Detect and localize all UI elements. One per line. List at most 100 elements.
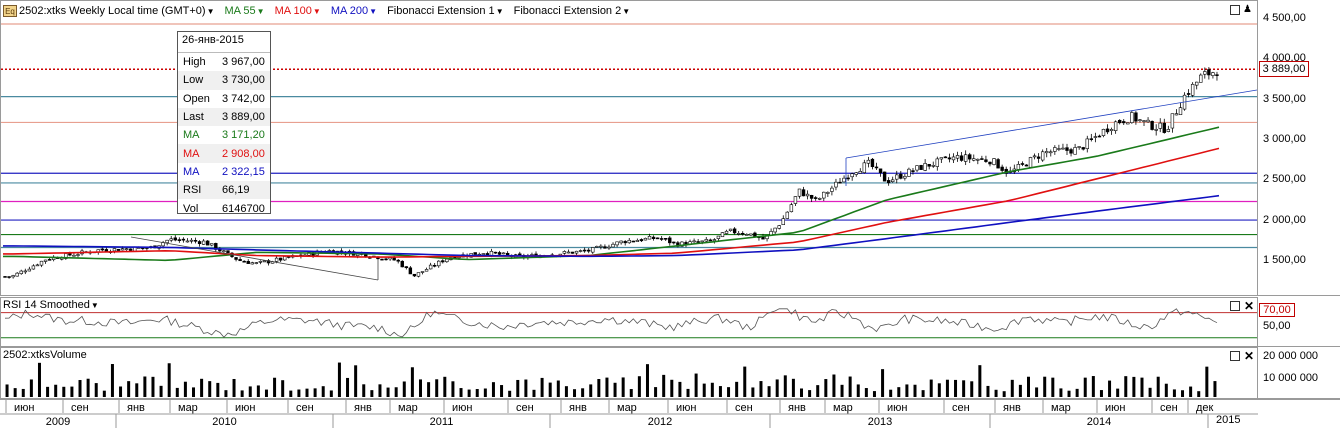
volume-bar [370, 390, 374, 397]
volume-chart-svg[interactable] [1, 348, 1257, 398]
person-icon[interactable]: ♟ [1243, 4, 1252, 15]
candle-body [1150, 120, 1154, 130]
fibonacci-trend-line [130, 236, 379, 281]
ma55-legend[interactable]: MA 55▼ [224, 5, 265, 17]
volume-pane[interactable]: 2502:xtksVolume ✕ [0, 347, 1258, 399]
last-price-tag: 3 889,00 [1259, 61, 1309, 77]
volume-bar [994, 389, 998, 397]
volume-bar [273, 377, 277, 397]
rsi-chart-svg[interactable] [1, 298, 1257, 346]
volume-bar [224, 390, 228, 397]
candle-body [672, 241, 676, 244]
volume-bar [848, 376, 852, 397]
volume-bar [743, 366, 747, 397]
candle-body [818, 198, 822, 200]
chevron-down-icon: ▼ [495, 7, 504, 16]
candle-body [11, 275, 15, 278]
candle-body [428, 264, 433, 270]
price-pane[interactable]: Eq 2502:xtks Weekly Local time (GMT+0) ▼ … [0, 0, 1258, 296]
ma200-line [3, 194, 1220, 258]
x-month-label: мар [833, 402, 853, 414]
ma200-legend[interactable]: MA 200▼ [330, 5, 378, 17]
volume-bar [1132, 376, 1136, 397]
candle-body [23, 270, 27, 273]
fib2-legend[interactable]: Fibonacci Extension 2▼ [513, 5, 631, 17]
volume-bar [313, 388, 317, 397]
candle-body [603, 246, 607, 249]
candle-body [745, 234, 749, 236]
chevron-down-icon[interactable]: ▼ [90, 300, 99, 310]
volume-bar [264, 389, 268, 397]
close-icon[interactable]: ✕ [1244, 349, 1255, 363]
candle-body [497, 252, 502, 255]
volume-bar [119, 386, 123, 397]
volume-bar [110, 364, 114, 397]
rsi-title[interactable]: RSI 14 Smoothed [3, 299, 90, 311]
candle-body [619, 240, 623, 244]
candle-body [680, 241, 684, 247]
volume-bar [662, 374, 666, 397]
candle-body [1134, 112, 1138, 122]
time-axis[interactable]: июн сен янв мар июн сен янв мар июн сен янв мар июн с… [0, 399, 1258, 428]
candle-body [189, 239, 194, 242]
candle-body [112, 248, 117, 252]
chevron-down-icon[interactable]: ▼ [206, 6, 215, 16]
volume-bar [86, 378, 90, 397]
maximize-pane-icon[interactable] [1230, 5, 1240, 15]
tooltip-row: RSI 66,19 [178, 181, 270, 200]
volume-bar [710, 382, 714, 397]
candle-body [396, 259, 400, 262]
candle-body [1081, 147, 1085, 150]
candle-body [76, 254, 80, 256]
candle-body [234, 257, 238, 260]
candle-body [882, 171, 887, 182]
candle-body [1158, 122, 1162, 129]
candle-body [165, 239, 169, 243]
candle-body [420, 271, 425, 273]
volume-bar [62, 386, 66, 397]
volume-header[interactable]: 2502:xtksVolume [3, 349, 87, 361]
volume-title[interactable]: 2502:xtksVolume [3, 349, 87, 361]
volume-bar [1172, 389, 1176, 397]
volume-bar [329, 390, 333, 397]
maximize-pane-icon[interactable] [1230, 301, 1240, 311]
close-icon[interactable]: ✕ [1244, 299, 1255, 313]
volume-bar [605, 377, 609, 397]
candle-body [1215, 74, 1219, 76]
candle-body [805, 193, 810, 197]
candle-body [570, 251, 575, 254]
tooltip-key: MA [183, 147, 200, 160]
price-chart-svg[interactable] [1, 1, 1257, 295]
candle-body [1061, 147, 1065, 150]
candle-body [177, 239, 182, 241]
ma100-legend[interactable]: MA 100▼ [274, 5, 321, 17]
maximize-pane-icon[interactable] [1230, 351, 1240, 361]
candle-body [210, 243, 214, 246]
candle-body [501, 252, 506, 255]
rsi-header[interactable]: RSI 14 Smoothed ▼ [3, 299, 99, 311]
volume-bar [256, 385, 260, 397]
price-axis[interactable] [1258, 0, 1340, 296]
volume-bar [808, 390, 812, 397]
candle-body [19, 270, 23, 274]
candle-body [1199, 74, 1203, 83]
candle-body [120, 248, 125, 251]
candle-body [741, 233, 745, 235]
candle-body [639, 239, 644, 242]
ma100-line [3, 147, 1220, 258]
candle-body [574, 250, 579, 254]
volume-bar [1059, 388, 1063, 397]
fib1-legend[interactable]: Fibonacci Extension 1▼ [387, 5, 504, 17]
volume-bar [46, 386, 50, 397]
volume-bar [1067, 390, 1071, 397]
candle-body [728, 228, 733, 231]
candle-body [785, 211, 790, 219]
symbol-title[interactable]: 2502:xtks Weekly Local time (GMT+0) [19, 5, 206, 17]
price-tick-label: 4 500,00 [1263, 12, 1306, 24]
volume-bar [1213, 381, 1217, 397]
candle-body [635, 240, 640, 242]
candle-body [274, 257, 279, 262]
rsi-pane[interactable]: RSI 14 Smoothed ▼ ✕ [0, 297, 1258, 347]
equity-icon[interactable]: Eq [3, 5, 17, 17]
x-month-label: янв [127, 402, 145, 414]
